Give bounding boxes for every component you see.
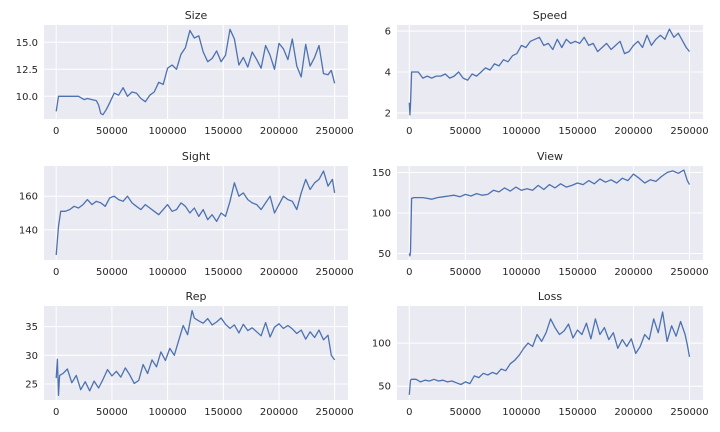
x-tick-label: 200000: [614, 407, 652, 418]
y-tick-label: 100: [372, 209, 391, 220]
x-tick-label: 150000: [204, 407, 242, 418]
x-tick-label: 150000: [558, 407, 596, 418]
panel-title: View: [537, 150, 563, 163]
panel-title: Size: [185, 9, 208, 22]
chart-panel: 0 50000 100000 150000 200000 250000 50 100 150 Vi…: [372, 150, 709, 278]
x-tick-label: 50000: [449, 126, 481, 137]
chart-panel: 0 50000 100000 150000 200000 250000 25 30 35 Rep: [25, 290, 353, 418]
y-tick-label: 140: [19, 225, 38, 236]
y-tick-label: 100: [372, 339, 391, 350]
y-tick-label: 12.5: [16, 65, 38, 76]
plot-area: [44, 25, 348, 119]
x-tick-label: 0: [53, 267, 59, 278]
panel-title: Speed: [533, 9, 567, 22]
x-tick-label: 50000: [449, 407, 481, 418]
x-tick-label: 150000: [204, 126, 242, 137]
y-tick-label: 30: [25, 351, 38, 362]
series-line: [55, 28, 336, 116]
x-tick-label: 100000: [149, 407, 187, 418]
y-tick-label: 35: [25, 322, 38, 333]
chart-panel: 0 50000 100000 150000 200000 250000 140 160 Sigh…: [19, 150, 354, 278]
panel-title: Rep: [186, 290, 207, 303]
x-tick-label: 150000: [204, 267, 242, 278]
x-tick-label: 100000: [502, 407, 540, 418]
y-tick-label: 50: [378, 382, 391, 393]
x-tick-label: 0: [53, 407, 59, 418]
x-tick-label: 100000: [149, 267, 187, 278]
x-tick-label: 200000: [614, 267, 652, 278]
y-tick-label: 50: [378, 249, 391, 260]
series-line: [408, 28, 691, 116]
x-tick-label: 100000: [149, 126, 187, 137]
x-tick-label: 250000: [316, 407, 354, 418]
chart-panel: 0 50000 100000 150000 200000 250000 2 4 6 Speed: [385, 9, 709, 137]
x-tick-label: 250000: [316, 267, 354, 278]
x-tick-label: 250000: [316, 126, 354, 137]
x-tick-label: 0: [406, 407, 412, 418]
x-tick-label: 150000: [558, 267, 596, 278]
x-tick-label: 200000: [614, 126, 652, 137]
x-tick-label: 250000: [670, 267, 708, 278]
x-tick-label: 0: [406, 126, 412, 137]
y-tick-label: 6: [385, 27, 391, 38]
x-tick-label: 50000: [96, 267, 128, 278]
x-tick-label: 50000: [96, 126, 128, 137]
x-tick-label: 100000: [502, 126, 540, 137]
y-tick-label: 10.0: [16, 92, 38, 103]
x-tick-label: 0: [53, 126, 59, 137]
series-line: [55, 309, 336, 397]
x-tick-label: 50000: [96, 407, 128, 418]
series-line: [55, 170, 336, 256]
plot-area: [44, 306, 348, 400]
panel-title: Loss: [538, 290, 562, 303]
chart-panel: 0 50000 100000 150000 200000 250000 10.0 12.5 15…: [16, 9, 354, 137]
y-tick-label: 150: [372, 168, 391, 179]
x-tick-label: 200000: [260, 407, 298, 418]
panel-title: Sight: [182, 150, 211, 163]
y-tick-label: 2: [385, 108, 391, 119]
x-tick-label: 0: [406, 267, 412, 278]
y-tick-label: 25: [25, 380, 38, 391]
x-tick-label: 250000: [670, 407, 708, 418]
y-tick-label: 160: [19, 192, 38, 203]
y-tick-label: 15.0: [16, 38, 38, 49]
series-line: [408, 169, 691, 257]
x-tick-label: 50000: [449, 267, 481, 278]
plot-area: [44, 166, 348, 260]
chart-panel: 0 50000 100000 150000 200000 250000 50 100 Loss: [372, 290, 709, 418]
x-tick-label: 100000: [502, 267, 540, 278]
x-tick-label: 200000: [260, 267, 298, 278]
x-tick-label: 150000: [558, 126, 596, 137]
x-tick-label: 250000: [670, 126, 708, 137]
y-tick-label: 4: [385, 68, 391, 79]
series-line: [408, 311, 691, 395]
x-tick-label: 200000: [260, 126, 298, 137]
